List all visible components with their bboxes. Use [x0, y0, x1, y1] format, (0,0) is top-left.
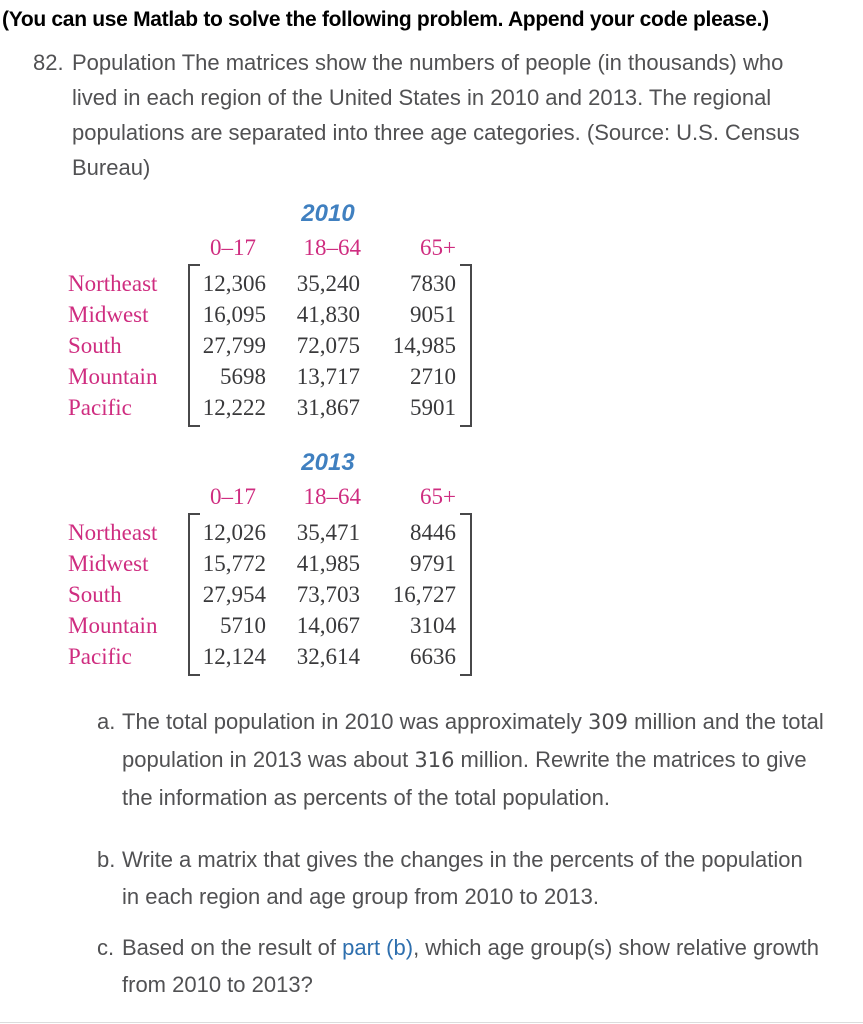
matrix-body: Northeast Midwest South Mountain Pacific… [68, 264, 488, 427]
row-label: Pacific [68, 644, 132, 669]
matrix-body: Northeast Midwest South Mountain Pacific… [68, 513, 488, 676]
row-label: Northeast [68, 520, 158, 545]
matrix-2010: 2010 0–17 18–64 65+ Northeast Midwest So… [68, 199, 488, 427]
part-a: a. The total population in 2010 was appr… [0, 703, 863, 816]
col-header-0-17: 0–17 [210, 235, 256, 260]
matrix-cell: 3104 [410, 613, 456, 638]
matrix-cell: 41,985 [296, 551, 360, 576]
row-label: Mountain [68, 364, 158, 389]
matrix-cell: 14,067 [296, 613, 360, 638]
matrix-cell: 7830 [410, 271, 456, 296]
part-a-label: a. [97, 709, 116, 734]
left-bracket [188, 513, 200, 676]
right-bracket [460, 264, 472, 427]
matrix-year-title: 2013 [301, 449, 355, 476]
part-a-line1: The total population in 2010 was approxi… [122, 709, 824, 734]
matrix-cell: 13,717 [296, 364, 360, 389]
part-c-label: c. [97, 935, 115, 960]
matrix-cell: 5698 [220, 364, 266, 389]
matrix-cell: 12,026 [202, 520, 266, 545]
matrix-cell: 35,240 [296, 271, 360, 296]
problem-statement: 82. Population The matrices show the num… [0, 45, 863, 185]
part-c-text: Based on the result of part (b), which a… [122, 929, 819, 1003]
problem-line: populations are separated into three age… [72, 120, 800, 145]
matrix-cell: 2710 [410, 364, 456, 389]
matrix-cell: 6636 [410, 644, 456, 669]
page-bottom-divider [0, 1022, 863, 1023]
matrix-cell: 5710 [220, 613, 266, 638]
matrix-2013: 2013 0–17 18–64 65+ Northeast Midwest So… [68, 448, 488, 676]
col-header-65plus: 65+ [420, 235, 456, 260]
part-c-line2: from 2010 to 2013? [122, 972, 313, 997]
matrix-cell: 41,830 [296, 302, 360, 327]
matrix-column-headers: 0–17 18–64 65+ [202, 484, 488, 510]
part-b-link[interactable]: part (b) [342, 935, 414, 960]
matrix-cell: 73,703 [296, 582, 360, 607]
col-header-0-17: 0–17 [210, 484, 256, 509]
left-bracket [188, 264, 200, 427]
part-b-text: Write a matrix that gives the changes in… [122, 841, 803, 915]
matrix-cell: 12,222 [202, 395, 266, 420]
col-header-65plus: 65+ [420, 484, 456, 509]
matrix-cell: 16,727 [392, 582, 456, 607]
matrix-cell: 9791 [410, 551, 456, 576]
matrix-cell: 8446 [410, 520, 456, 545]
col-header-18-64: 18–64 [303, 484, 362, 509]
matrix-cell: 27,954 [202, 582, 266, 607]
matrix-cell: 9051 [410, 302, 456, 327]
matrix-cell: 27,799 [202, 333, 266, 358]
matrix-cell: 35,471 [296, 520, 360, 545]
matrix-values: 12,026 35,471 8446 15,772 41,985 9791 27… [200, 513, 460, 676]
matrix-row-labels: Northeast Midwest South Mountain Pacific [68, 264, 188, 427]
matrix-column-headers: 0–17 18–64 65+ [202, 235, 488, 261]
matrix-cell: 12,124 [202, 644, 266, 669]
matrix-cell: 14,985 [392, 333, 456, 358]
part-b-line1: Write a matrix that gives the changes in… [122, 847, 803, 872]
matrix-cell: 5901 [410, 395, 456, 420]
part-a-line3: the information as percents of the total… [122, 785, 610, 810]
row-label: South [68, 582, 122, 607]
problem-number: 82. [33, 50, 64, 75]
col-header-18-64: 18–64 [303, 235, 362, 260]
row-label: Northeast [68, 271, 158, 296]
problem-line: lived in each region of the United State… [72, 85, 772, 110]
matrix-cell: 31,867 [296, 395, 360, 420]
row-label: Midwest [68, 302, 149, 327]
instruction-note: (You can use Matlab to solve the followi… [2, 8, 769, 31]
matrix-values: 12,306 35,240 7830 16,095 41,830 9051 27… [200, 264, 460, 427]
row-label: Midwest [68, 551, 149, 576]
total-2010-value: 309 [587, 710, 629, 734]
matrix-cell: 72,075 [296, 333, 360, 358]
part-b-line2: in each region and age group from 2010 t… [122, 884, 600, 909]
matrix-cell: 15,772 [202, 551, 266, 576]
row-label: Pacific [68, 395, 132, 420]
problem-line: Bureau) [72, 155, 151, 180]
matrix-cell: 32,614 [296, 644, 360, 669]
right-bracket [460, 513, 472, 676]
problem-line: Population The matrices show the numbers… [72, 50, 784, 75]
part-c: c. Based on the result of part (b), whic… [0, 929, 863, 1003]
part-a-text: The total population in 2010 was approxi… [122, 703, 824, 816]
total-2013-value: 316 [414, 748, 455, 772]
row-label: Mountain [68, 613, 158, 638]
matrix-year-title: 2010 [301, 200, 355, 227]
matrix-row-labels: Northeast Midwest South Mountain Pacific [68, 513, 188, 676]
matrix-cell: 12,306 [202, 271, 266, 296]
part-a-line2: population in 2013 was about 316 million… [122, 747, 807, 772]
part-c-line1: Based on the result of part (b), which a… [122, 935, 820, 960]
part-b: b. Write a matrix that gives the changes… [0, 841, 863, 915]
problem-text: Population The matrices show the numbers… [72, 45, 800, 185]
matrix-cell: 16,095 [202, 302, 266, 327]
part-b-label: b. [97, 847, 116, 872]
row-label: South [68, 333, 122, 358]
